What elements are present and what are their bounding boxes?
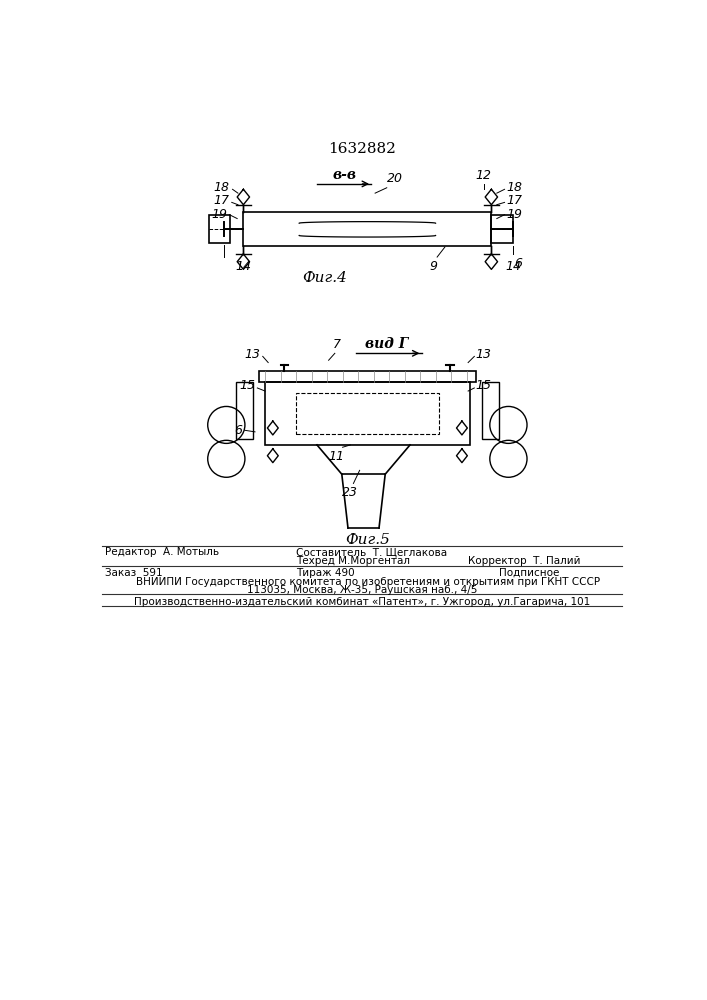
Text: 9: 9 [429, 260, 437, 273]
Text: Техред М.Моргентал: Техред М.Моргентал [296, 556, 410, 566]
Text: 1632882: 1632882 [328, 142, 396, 156]
Bar [209, 215, 230, 243]
Bar [491, 215, 513, 243]
Text: вид Г: вид Г [365, 337, 409, 351]
Text: Корректор  Т. Палий: Корректор Т. Палий [468, 556, 580, 566]
Text: 12: 12 [476, 169, 491, 182]
Text: 13: 13 [476, 348, 492, 361]
Text: Фиг.4: Фиг.4 [303, 271, 347, 285]
Text: 23: 23 [342, 486, 358, 499]
Text: 18: 18 [507, 181, 523, 194]
Text: 20: 20 [387, 172, 402, 185]
Text: 13: 13 [245, 348, 260, 361]
Bar [243, 212, 491, 246]
Text: Тираж 490: Тираж 490 [296, 568, 355, 578]
Text: ВНИИПИ Государственного комитета по изобретениям и открытиям при ГКНТ СССР: ВНИИПИ Государственного комитета по изоб… [124, 577, 600, 587]
Text: Производственно-издательский комбинат «Патент», г. Ужгород, ул.Гагарича, 101: Производственно-издательский комбинат «П… [134, 597, 590, 607]
Bar [259, 371, 476, 382]
Bar [296, 393, 438, 434]
Text: 15: 15 [239, 379, 255, 392]
Polygon shape [317, 445, 410, 528]
Text: 6: 6 [234, 424, 242, 437]
Text: в-в: в-в [332, 168, 356, 182]
Text: Подписное: Подписное [499, 568, 559, 578]
Text: 19: 19 [212, 208, 228, 221]
Text: 15: 15 [476, 379, 492, 392]
Bar [265, 382, 469, 445]
Text: 17: 17 [214, 194, 230, 207]
Text: 7: 7 [332, 338, 340, 351]
Bar [482, 382, 499, 439]
Text: Заказ  591: Заказ 591 [105, 568, 163, 578]
Text: Составитель  Т. Щеглакова: Составитель Т. Щеглакова [296, 547, 448, 557]
Text: 14: 14 [505, 260, 521, 273]
Text: 17: 17 [507, 194, 523, 207]
Text: 113035, Москва, Ж-35, Раушская наб., 4/5: 113035, Москва, Ж-35, Раушская наб., 4/5 [247, 585, 477, 595]
Text: 19: 19 [507, 208, 523, 221]
Bar [235, 382, 252, 439]
Text: Фиг.5: Фиг.5 [345, 533, 390, 547]
Text: 11: 11 [328, 450, 344, 463]
Text: 6: 6 [515, 257, 522, 270]
Text: 14: 14 [235, 260, 252, 273]
Text: Редактор  А. Мотыль: Редактор А. Мотыль [105, 547, 220, 557]
Text: 18: 18 [214, 181, 230, 194]
